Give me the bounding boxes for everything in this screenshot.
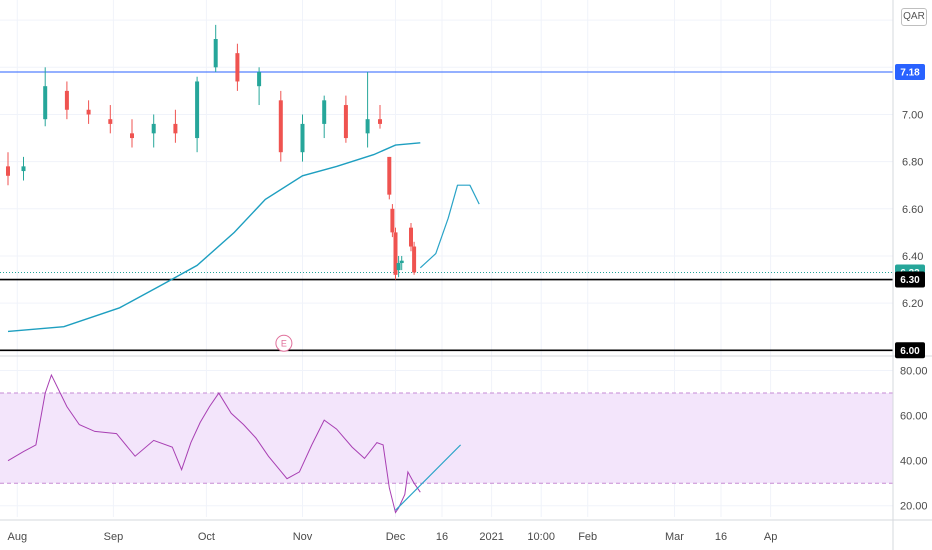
candle-body [278, 100, 283, 153]
rsi-band [0, 393, 893, 484]
candle [390, 204, 395, 238]
candle [43, 67, 48, 127]
candle [235, 43, 240, 91]
candle [365, 72, 370, 148]
candle-body [6, 166, 10, 176]
time-tick-label: Feb [578, 531, 597, 543]
candle-body [130, 133, 134, 139]
candle [387, 156, 392, 200]
time-tick-label: 16 [436, 531, 448, 543]
time-tick-label: Dec [386, 531, 406, 543]
candle-body [365, 119, 370, 134]
candle-body [257, 72, 262, 87]
rsi-tick-label: 80.00 [900, 366, 928, 378]
candle [213, 24, 218, 73]
candle-body [399, 260, 404, 264]
candle [108, 105, 113, 134]
projection-arrow[interactable] [419, 184, 480, 269]
candle [64, 81, 69, 120]
candle [300, 114, 305, 162]
candle-body [390, 208, 395, 233]
price-tag-label: 7.18 [900, 68, 920, 79]
rsi-band-levels [0, 392, 893, 484]
candle [195, 76, 200, 153]
candle [322, 95, 327, 139]
time-tick-label: Ap [764, 531, 777, 543]
candle [257, 67, 262, 106]
moving-average-line [7, 142, 421, 333]
candle-body [393, 232, 398, 275]
earnings-marker[interactable]: E [275, 334, 293, 352]
candle-body [173, 123, 178, 134]
candle-body [43, 86, 48, 120]
price-tag-label: 6.30 [900, 275, 920, 286]
candle-body [64, 90, 69, 110]
earnings-label: E [281, 339, 287, 349]
candle [151, 114, 156, 148]
currency-button[interactable]: QAR [901, 8, 927, 26]
candle-body [108, 119, 113, 124]
time-tick-label: Mar [665, 531, 684, 543]
candlesticks [6, 24, 417, 280]
candle [399, 255, 404, 271]
candle-body [300, 123, 305, 153]
price-tag-label: 6.00 [900, 346, 920, 357]
candle [130, 119, 134, 148]
time-axis[interactable]: Aug Sep Oct Nov Dec 16 2021 10:00 Feb Mar 16 Ap [8, 531, 778, 543]
earnings-icon[interactable] [275, 334, 293, 352]
candle-body [213, 39, 218, 68]
time-tick-label: 10:00 [527, 531, 555, 543]
candle [412, 241, 417, 275]
time-tick-label: Aug [8, 531, 28, 543]
rsi-tick-label: 20.00 [900, 501, 928, 513]
candle-body [378, 119, 382, 124]
candle-body [151, 123, 156, 134]
price-tag [895, 342, 925, 359]
candle [6, 152, 10, 186]
candle-body [21, 166, 26, 172]
candle [173, 109, 178, 143]
candle [396, 255, 401, 278]
time-tick-label: Oct [198, 531, 215, 543]
price-tick-label: 7.00 [902, 109, 923, 121]
candle [378, 105, 382, 129]
price-tag [895, 271, 925, 288]
time-tick-label: 2021 [479, 531, 503, 543]
candle-body [86, 109, 91, 115]
candle-body [412, 246, 417, 273]
candle [278, 90, 283, 162]
time-tick-label: Sep [104, 531, 124, 543]
candle [86, 100, 91, 124]
candle [409, 222, 413, 252]
candle-body [343, 105, 348, 139]
rsi-tick-label: 60.00 [900, 411, 928, 423]
candle-body [235, 53, 240, 82]
horizontal-levels[interactable] [0, 71, 893, 352]
rsi-line [7, 373, 421, 514]
rsi-tick-label: 40.00 [900, 456, 928, 468]
price-tick-label: 6.40 [902, 251, 923, 263]
time-tick-label: 16 [715, 531, 727, 543]
rsi-axis[interactable]: 80.00 60.00 40.00 20.00 [900, 366, 928, 513]
candle-body [322, 100, 327, 124]
price-tags: 7.186.336.306.00 [895, 64, 925, 359]
time-tick-label: Nov [293, 531, 313, 543]
candle [393, 227, 398, 280]
candle-body [195, 81, 200, 139]
candle [343, 95, 348, 143]
price-tick-label: 6.20 [902, 298, 923, 310]
candle-body [387, 156, 392, 195]
price-tag [895, 64, 925, 81]
candle [21, 156, 26, 181]
rsi-trend-line[interactable] [395, 444, 462, 511]
price-tick-label: 6.60 [902, 204, 923, 216]
candle-body [409, 227, 413, 247]
price-tick-label: 6.80 [902, 157, 923, 169]
candle-body [396, 263, 401, 271]
